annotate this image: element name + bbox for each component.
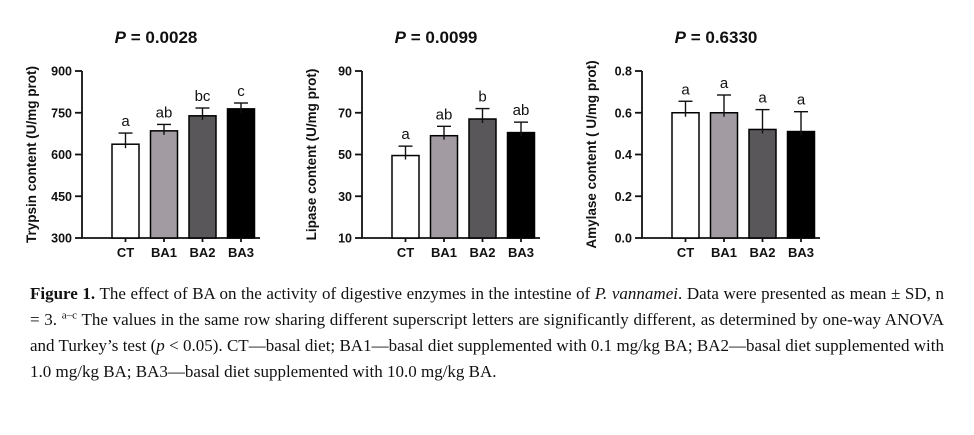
x-category-label-CT: CT <box>677 245 694 260</box>
y-tick-label: 0.4 <box>615 148 632 162</box>
bar-BA1 <box>429 134 459 239</box>
y-tick-label: 750 <box>51 106 72 120</box>
sig-letter-BA3: ab <box>513 102 530 119</box>
y-axis-label: Amylase content ( U/mg prot) <box>584 60 599 248</box>
sig-letter-BA1: ab <box>436 106 453 123</box>
y-tick-label: 900 <box>51 65 72 79</box>
caption-segment: P. vannamei <box>594 284 678 303</box>
sig-letter-BA1: ab <box>156 104 173 121</box>
trypsin-chart: P = 0.0028 300 450 600 750 900 Trypsin content… <box>16 0 296 270</box>
x-category-label-BA3: BA3 <box>228 245 254 260</box>
caption-segment: The values in the same row sharing diffe… <box>30 310 944 355</box>
bar-chart-svg: P = 0.0028 300 450 600 750 900 Trypsin content… <box>24 28 260 260</box>
x-category-label-CT: CT <box>397 245 414 260</box>
bar-chart-svg: P = 0.6330 0.0 0.2 0.4 0.6 0.8 Amylase content… <box>584 28 820 260</box>
panel-title: P = 0.6330 <box>675 28 758 47</box>
y-tick-label: 50 <box>338 148 352 162</box>
bar-CT <box>111 143 140 239</box>
figure-page: P = 0.0028 300 450 600 750 900 Trypsin content… <box>16 0 944 385</box>
figure-caption: Figure 1. The effect of BA on the activi… <box>30 281 944 385</box>
bar-BA3 <box>786 130 816 239</box>
y-axis-label: Trypsin content (U/mg prot) <box>24 66 39 243</box>
panel-title: P = 0.0028 <box>115 28 198 47</box>
amylase-chart: P = 0.6330 0.0 0.2 0.4 0.6 0.8 Amylase content… <box>576 0 856 270</box>
x-category-label-CT: CT <box>117 245 134 260</box>
bar-chart-svg: P = 0.0099 10 30 50 70 90 Lipase content (U/mg… <box>304 28 540 260</box>
caption-segment: < 0.05). CT—basal diet; BA1—basal diet s… <box>30 336 944 381</box>
caption-segment: The effect of BA on the activity of dige… <box>95 284 595 303</box>
caption-segment: . Data were presented as mean ± SD, n = … <box>30 284 944 329</box>
panel-title: P = 0.0099 <box>395 28 478 47</box>
x-category-label-BA1: BA1 <box>711 245 737 260</box>
sig-letter-BA1: a <box>720 75 729 92</box>
bar-CT <box>391 154 420 239</box>
y-axis-label: Lipase content (U/mg prot) <box>304 69 319 241</box>
charts-row: P = 0.0028 300 450 600 750 900 Trypsin content… <box>16 0 856 270</box>
sig-letter-BA3: a <box>797 92 806 109</box>
y-tick-label: 0.0 <box>615 232 632 246</box>
x-category-label-BA3: BA3 <box>788 245 814 260</box>
y-tick-label: 90 <box>338 65 352 79</box>
caption-segment: Figure 1. <box>30 284 96 303</box>
sig-letter-CT: a <box>681 81 690 98</box>
bar-CT <box>671 112 700 239</box>
y-tick-label: 0.8 <box>615 65 632 79</box>
bar-BA1 <box>709 112 739 239</box>
bar-BA2 <box>188 115 217 239</box>
caption-segment: p <box>156 336 165 355</box>
bar-BA2 <box>468 118 497 239</box>
x-category-label-BA2: BA2 <box>469 245 495 260</box>
bar-BA1 <box>149 130 179 239</box>
x-category-label-BA1: BA1 <box>431 245 457 260</box>
y-tick-label: 300 <box>51 232 72 246</box>
bar-BA2 <box>748 128 777 239</box>
sig-letter-BA2: bc <box>195 88 211 105</box>
y-tick-label: 70 <box>338 106 352 120</box>
x-category-label-BA1: BA1 <box>151 245 177 260</box>
sig-letter-BA2: b <box>478 89 486 106</box>
y-tick-label: 450 <box>51 190 72 204</box>
y-tick-label: 600 <box>51 148 72 162</box>
x-category-label-BA2: BA2 <box>189 245 215 260</box>
y-tick-label: 0.6 <box>615 106 632 120</box>
sig-letter-CT: a <box>401 126 410 143</box>
caption-segment: a–c <box>61 309 78 322</box>
lipase-chart: P = 0.0099 10 30 50 70 90 Lipase content (U/mg… <box>296 0 576 270</box>
x-category-label-BA3: BA3 <box>508 245 534 260</box>
y-tick-label: 30 <box>338 190 352 204</box>
x-category-label-BA2: BA2 <box>749 245 775 260</box>
sig-letter-BA3: c <box>237 83 245 100</box>
bar-BA3 <box>506 131 536 239</box>
sig-letter-CT: a <box>121 113 130 130</box>
y-tick-label: 10 <box>338 232 352 246</box>
bar-BA3 <box>226 108 256 239</box>
sig-letter-BA2: a <box>758 90 767 107</box>
y-tick-label: 0.2 <box>615 190 632 204</box>
